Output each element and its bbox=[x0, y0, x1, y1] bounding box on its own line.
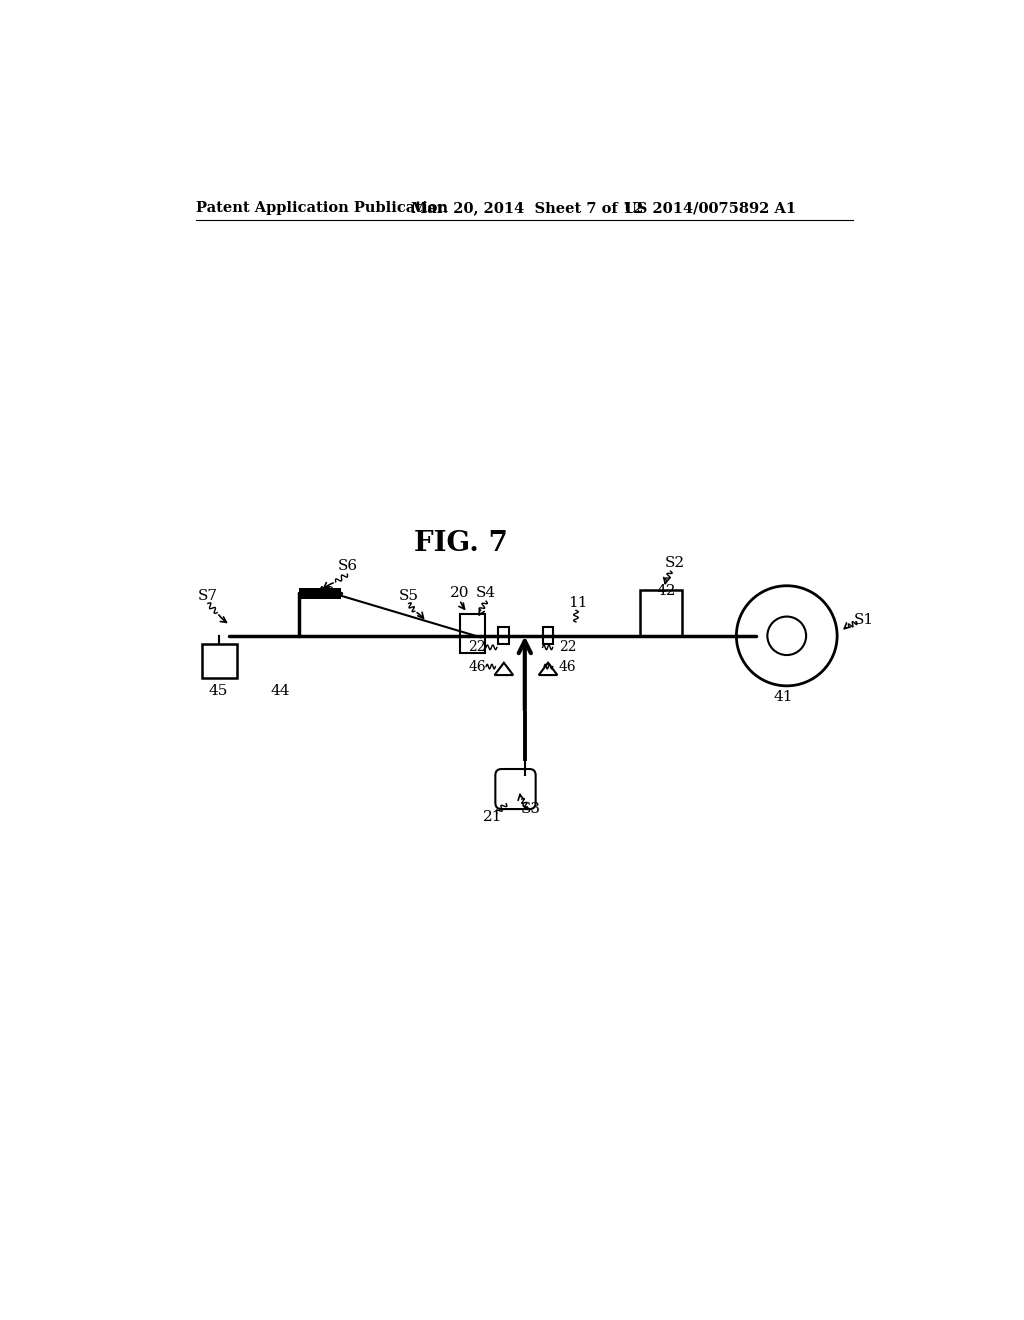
Text: S1: S1 bbox=[854, 614, 874, 627]
Text: S2: S2 bbox=[665, 556, 684, 570]
Text: S7: S7 bbox=[198, 589, 218, 603]
Text: 42: 42 bbox=[656, 585, 677, 598]
Text: FIG. 7: FIG. 7 bbox=[415, 529, 508, 557]
Text: 45: 45 bbox=[209, 684, 228, 698]
Text: 11: 11 bbox=[567, 595, 587, 610]
Text: 46: 46 bbox=[559, 660, 577, 673]
Text: 20: 20 bbox=[450, 586, 469, 601]
Text: 21: 21 bbox=[482, 809, 502, 824]
Text: 43: 43 bbox=[316, 586, 335, 601]
Bar bbox=[460, 614, 485, 653]
Text: US 2014/0075892 A1: US 2014/0075892 A1 bbox=[624, 202, 796, 215]
Text: Patent Application Publication: Patent Application Publication bbox=[197, 202, 449, 215]
Text: 22: 22 bbox=[469, 640, 486, 655]
Bar bbox=[499, 627, 509, 644]
Bar bbox=[299, 589, 341, 599]
Bar bbox=[640, 590, 682, 636]
Text: Mar. 20, 2014  Sheet 7 of 12: Mar. 20, 2014 Sheet 7 of 12 bbox=[411, 202, 643, 215]
Text: 44: 44 bbox=[271, 684, 291, 698]
Text: S3: S3 bbox=[521, 803, 541, 816]
Text: 22: 22 bbox=[559, 640, 577, 655]
Text: S6: S6 bbox=[337, 560, 357, 573]
Bar bbox=[202, 644, 237, 678]
Text: S5: S5 bbox=[398, 589, 419, 603]
Text: 46: 46 bbox=[468, 660, 486, 673]
FancyBboxPatch shape bbox=[496, 770, 536, 809]
Bar bbox=[543, 627, 554, 644]
Text: 41: 41 bbox=[773, 690, 793, 705]
Text: S4: S4 bbox=[476, 586, 496, 601]
